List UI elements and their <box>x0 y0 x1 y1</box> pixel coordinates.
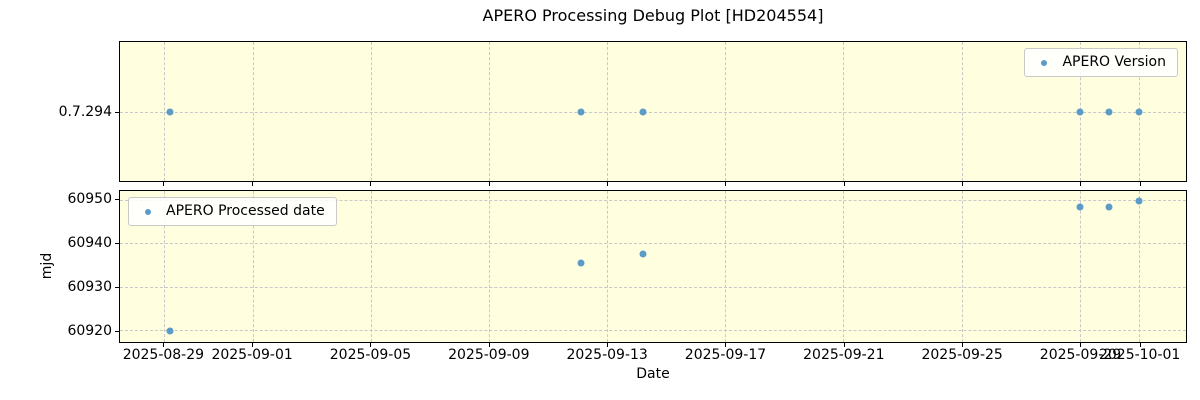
x-tick-mark <box>1139 182 1141 186</box>
data-point <box>1105 203 1113 211</box>
legend-marker-icon <box>145 208 151 215</box>
x-gridline <box>607 191 609 342</box>
x-tick-mark <box>1080 343 1082 347</box>
y-tick-mark <box>115 111 119 113</box>
y-gridline <box>120 200 1186 202</box>
y-tick-label: 60940 <box>67 235 112 252</box>
x-tick-mark <box>370 182 372 186</box>
x-tick-mark <box>962 182 964 186</box>
plot-title: APERO Processing Debug Plot [HD204554] <box>482 6 824 25</box>
data-point <box>166 108 174 115</box>
x-tick-mark <box>488 182 490 186</box>
y-tick-label: 0.7.294 <box>58 103 112 120</box>
x-gridline <box>961 191 963 342</box>
x-tick-mark <box>962 343 964 347</box>
x-tick-label: 2025-08-29 <box>122 347 205 363</box>
x-gridline <box>370 191 372 342</box>
x-tick-mark <box>488 343 490 347</box>
data-point <box>1076 108 1084 115</box>
data-point <box>1105 108 1113 115</box>
y-tick-label: 60930 <box>67 278 112 295</box>
x-tick-mark <box>252 343 254 347</box>
y-tick-label: 60920 <box>67 322 112 339</box>
x-tick-mark <box>843 343 845 347</box>
x-tick-mark <box>163 343 165 347</box>
x-axis-label-date: Date <box>636 366 670 382</box>
x-tick-label: 2025-09-13 <box>566 347 648 363</box>
x-tick-mark <box>725 343 727 347</box>
x-tick-label: 2025-09-05 <box>329 347 412 363</box>
x-tick-label: 2025-10-01 <box>1098 347 1181 363</box>
x-tick-mark <box>1080 182 1082 186</box>
y-gridline <box>120 243 1186 245</box>
x-gridline <box>1138 191 1140 342</box>
x-gridline <box>843 191 845 342</box>
x-tick-mark <box>725 182 727 186</box>
x-tick-mark <box>163 182 165 186</box>
x-tick-label: 2025-09-21 <box>803 347 885 363</box>
legend-label: APERO Processed date <box>166 203 325 219</box>
data-point <box>166 327 174 335</box>
y-gridline <box>120 111 1186 113</box>
x-tick-label: 2025-09-01 <box>211 347 293 363</box>
data-point <box>1135 197 1143 205</box>
legend-marker-icon <box>1041 59 1048 66</box>
x-tick-label: 2025-09-29 <box>1039 347 1122 363</box>
x-tick-label: 2025-09-17 <box>684 347 767 363</box>
x-tick-label: 2025-09-25 <box>921 347 1003 363</box>
x-tick-mark <box>607 182 609 186</box>
x-tick-mark <box>607 343 609 347</box>
y-tick-mark <box>115 330 119 332</box>
y-tick-mark <box>115 286 119 288</box>
data-point <box>577 259 585 267</box>
x-tick-mark <box>252 182 254 186</box>
y-gridline <box>120 286 1186 288</box>
x-gridline <box>1079 191 1081 342</box>
x-tick-mark <box>1139 343 1141 347</box>
data-point <box>577 108 585 115</box>
data-point <box>639 250 647 258</box>
legend-apero-version: APERO Version <box>1024 48 1178 77</box>
x-gridline <box>725 191 727 342</box>
data-point <box>639 108 647 115</box>
x-gridline <box>164 191 166 342</box>
data-point <box>1135 108 1143 115</box>
y-tick-mark <box>115 199 119 201</box>
apero-processed-date-subplot: APERO Processed date <box>119 190 1187 343</box>
x-gridline <box>489 191 491 342</box>
x-tick-label: 2025-09-09 <box>448 347 530 363</box>
legend-label: APERO Version <box>1062 54 1166 70</box>
legend-apero-processed-date: APERO Processed date <box>128 197 337 226</box>
y-gridline <box>120 329 1186 331</box>
x-tick-mark <box>843 182 845 186</box>
x-gridline <box>252 191 254 342</box>
y-tick-label: 60950 <box>67 191 112 208</box>
apero-version-subplot: APERO Version <box>119 41 1187 182</box>
y-tick-mark <box>115 243 119 245</box>
data-point <box>1076 203 1084 211</box>
y-axis-label-mjd: mjd <box>39 252 55 280</box>
x-tick-mark <box>370 343 372 347</box>
